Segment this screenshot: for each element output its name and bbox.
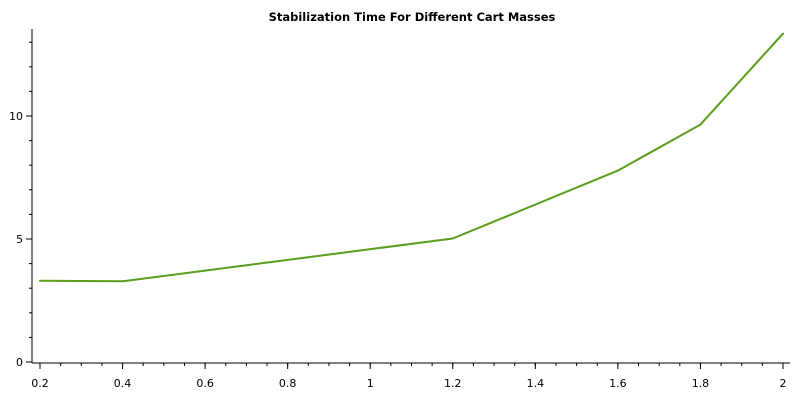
y-tick-label: 0 [16,356,23,369]
chart-title: Stabilization Time For Different Cart Ma… [269,10,556,24]
x-tick-label: 1.6 [609,377,627,390]
series-line [39,32,784,283]
x-tick-label: 1 [367,377,374,390]
x-tick-label: 2 [780,377,787,390]
y-tick-label: 10 [9,110,23,123]
x-tick-label: 0.6 [196,377,214,390]
x-tick-label: 1.4 [527,377,545,390]
axes: 0.2 0.4 0.6 0.8 1 1.2 1.4 1.6 1.8 2 0 5 10 [9,29,790,390]
y-tick-label: 5 [16,233,23,246]
x-tick-label: 1.8 [692,377,710,390]
x-tick-label: 0.4 [114,377,132,390]
x-tick-label: 1.2 [444,377,462,390]
series-group [39,32,784,283]
x-tick-label: 0.8 [279,377,297,390]
x-tick-label: 0.2 [31,377,49,390]
